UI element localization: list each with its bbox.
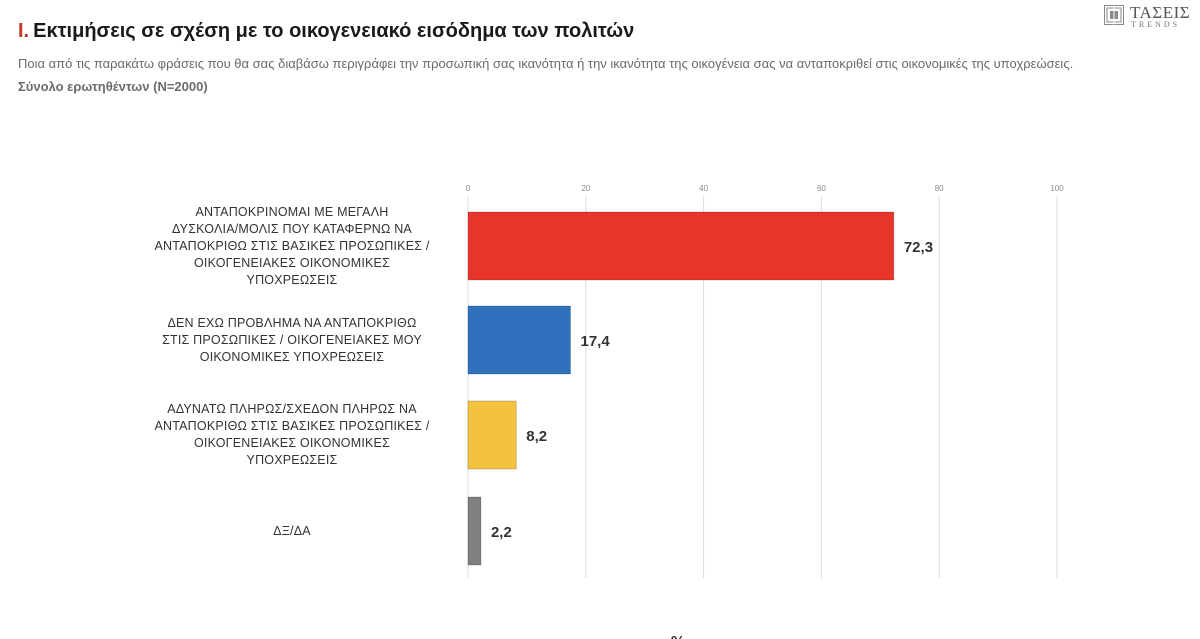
logo-mark-icon [1104, 5, 1124, 25]
x-tick-label: 60 [817, 184, 826, 193]
category-label-line: ΥΠΟΧΡΕΩΣΕΙΣ [246, 272, 338, 287]
data-label: 17,4 [580, 333, 610, 350]
question-text: Ποια από τις παρακάτω φράσεις που θα σας… [18, 56, 1074, 71]
category-label-line: ΑΝΤΑΠΟΚΡΙΘΩ ΣΤΙΣ ΒΑΣΙΚΕΣ ΠΡΟΣΩΠΙΚΕΣ / [154, 419, 430, 433]
category-label: ΔΞ/ΔΑ [127, 523, 457, 540]
bar [467, 305, 571, 375]
logo-sub: TRENDS [1131, 20, 1181, 29]
title-text: Εκτιμήσεις σε σχέση με το οικογενειακό ε… [33, 20, 635, 42]
data-label: 72,3 [904, 239, 933, 256]
section-number: I. [18, 20, 30, 42]
category-label-line: ΟΙΚΟΓΕΝΕΙΑΚΕΣ ΟΙΚΟΝΟΜΙΚΕΣ [193, 436, 391, 450]
category-label-line: ΟΙΚΟΝΟΜΙΚΕΣ ΥΠΟΧΡΕΩΣΕΙΣ [199, 349, 385, 364]
bar [467, 400, 517, 470]
category-label-line: ΥΠΟΧΡΕΩΣΕΙΣ [246, 453, 338, 467]
logo-name: ΤΑΣΕΙΣ [1130, 3, 1191, 22]
category-label-line: ΑΝΤΑΠΟΚΡΙΝΟΜΑΙ ΜΕ ΜΕΓΑΛΗ [195, 204, 389, 219]
category-label: ΑΝΤΑΠΟΚΡΙΝΟΜΑΙ ΜΕ ΜΕΓΑΛΗ ΔΥΣΚΟΛΙΑ/ΜΟΛΙΣ Π… [127, 204, 457, 289]
x-tick-label: 0 [466, 184, 471, 193]
category-label-line: ΑΝΤΑΠΟΚΡΙΘΩ ΣΤΙΣ ΒΑΣΙΚΕΣ ΠΡΟΣΩΠΙΚΕΣ / [154, 238, 430, 253]
category-label-line: ΑΔΥΝΑΤΩ ΠΛΗΡΩΣ/ΣΧΕΔΟΝ ΠΛΗΡΩΣ ΝΑ [167, 402, 417, 416]
x-tick-label: 40 [699, 184, 708, 193]
category-label-line: ΣΤΙΣ ΠΡΟΣΩΠΙΚΕΣ / ΟΙΚΟΓΕΝΕΙΑΚΕΣ ΜΟΥ [162, 332, 422, 347]
bar [467, 496, 482, 566]
category-label-line: ΔΥΣΚΟΛΙΑ/ΜΟΛΙΣ ΠΟΥ ΚΑΤΑΦΕΡΝΩ ΝΑ [172, 221, 412, 236]
bar [467, 211, 895, 281]
data-label: 8,2 [526, 428, 547, 445]
x-tick-label: 20 [581, 184, 590, 193]
category-label-line: ΟΙΚΟΓΕΝΕΙΑΚΕΣ ΟΙΚΟΝΟΜΙΚΕΣ [193, 255, 391, 270]
category-label-line: ΔΕΝ ΕΧΩ ΠΡΟΒΛΗΜΑ ΝΑ ΑΝΤΑΠΟΚΡΙΘΩ [167, 315, 417, 330]
category-label: ΑΔΥΝΑΤΩ ΠΛΗΡΩΣ/ΣΧΕΔΟΝ ΠΛΗΡΩΣ ΝΑ ΑΝΤΑΠΟΚΡΙ… [127, 401, 457, 469]
category-label: ΔΕΝ ΕΧΩ ΠΡΟΒΛΗΜΑ ΝΑ ΑΝΤΑΠΟΚΡΙΘΩ ΣΤΙΣ ΠΡΟΣ… [127, 315, 457, 366]
data-label: 2,2 [491, 524, 512, 541]
page-title: I. Εκτιμήσεις σε σχέση με το οικογενειακό… [18, 20, 634, 43]
x-tick-label: 80 [935, 184, 944, 193]
category-label-line: ΔΞ/ΔΑ [273, 523, 311, 538]
x-axis-label: % [671, 634, 685, 639]
x-tick-label: 100 [1050, 184, 1064, 193]
sample-size: Σύνολο ερωτηθέντων (N=2000) [18, 79, 208, 94]
logo: ΤΑΣΕΙΣ TRENDS [1104, 3, 1194, 31]
